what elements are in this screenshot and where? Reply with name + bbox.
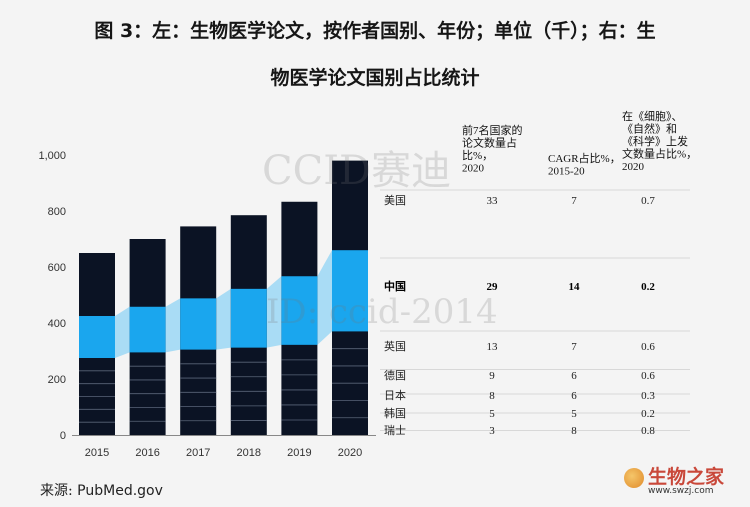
bars (79, 160, 368, 435)
x-tick-label: 2015 (85, 447, 109, 459)
chart-title-line-2: 物医学论文国别占比统计 (270, 67, 480, 89)
table-country-1: 中国 (384, 279, 406, 293)
table-cell-0-2: 0.7 (641, 195, 655, 207)
bar-highlight-2018 (230, 288, 267, 348)
source-label: 来源: (40, 483, 73, 499)
source-note: 来源: PubMed.gov (40, 480, 163, 500)
x-axis: 2015 2016 2017 2018 2019 2020 (72, 435, 376, 459)
table-cell-6-2: 0.8 (641, 425, 655, 437)
highlight-band (115, 250, 332, 358)
logo-mark-icon (624, 468, 644, 488)
table-cell-5-0: 5 (489, 408, 495, 420)
table-cell-6-0: 3 (489, 425, 495, 437)
highlight-band-segment (216, 288, 231, 350)
table-cell-3-1: 6 (571, 370, 577, 382)
table-country-3: 德国 (384, 368, 406, 382)
table-cell-5-1: 5 (571, 408, 577, 420)
highlight-band-segment (165, 298, 181, 353)
table-cell-3-2: 0.6 (641, 370, 655, 382)
bar-highlight-2020 (332, 250, 368, 332)
table-cell-0-1: 7 (571, 195, 577, 207)
table-cell-2-1: 7 (571, 341, 577, 353)
table-header-3: 在《细胞》、《自然》和《科学》上发文数量占比%， 2020 (622, 110, 697, 173)
table-cell-2-0: 13 (487, 341, 499, 353)
x-tick-label: 2020 (338, 447, 362, 459)
y-axis: 0 200 400 600 800 1,000 (38, 150, 66, 442)
table-cell-6-1: 8 (571, 425, 577, 437)
table-cell-3-0: 9 (489, 370, 495, 382)
bar-highlight-2019 (281, 276, 318, 345)
bar-highlight-2016 (129, 306, 166, 353)
bar-highlight-2015 (79, 316, 115, 358)
chart-title-line-1: 图 3：左：生物医学论文，按作者国别、年份；单位（千）；右：生 (94, 20, 656, 42)
x-tick-label: 2018 (237, 447, 261, 459)
y-tick-label: 1,000 (38, 150, 66, 162)
bar-highlight-2017 (180, 298, 217, 350)
table-header-1: 前7名国家的论文数量占比%， 2020 (462, 123, 523, 175)
source-value: PubMed.gov (77, 483, 163, 499)
table-country-4: 日本 (384, 388, 406, 402)
x-tick-label: 2017 (186, 447, 210, 459)
x-tick-label: 2016 (135, 447, 159, 459)
highlight-band-segment (317, 250, 332, 345)
table-country-5: 韩国 (384, 406, 406, 420)
table-header-2: CAGR占比%， 2015-20 (548, 151, 621, 178)
y-tick-label: 0 (60, 430, 66, 442)
table-cell-4-1: 6 (571, 390, 577, 402)
logo-url: www.swzj.com (648, 486, 714, 496)
y-tick-label: 400 (48, 318, 66, 330)
table-cell-1-1: 14 (569, 281, 581, 293)
site-logo: 生物之家 www.swzj.com (624, 462, 744, 502)
table-cell-1-0: 29 (487, 281, 499, 293)
table-cell-0-0: 33 (487, 195, 499, 207)
table-cell-2-2: 0.6 (641, 341, 655, 353)
country-table: 前7名国家的论文数量占比%， 2020 CAGR占比%， 2015-20在《细胞》、《… (380, 110, 697, 437)
logo-name: 生物之家 (648, 466, 725, 488)
table-cell-1-2: 0.2 (641, 281, 655, 293)
x-tick-label: 2019 (287, 447, 311, 459)
highlight-band-segment (266, 276, 282, 348)
table-cell-5-2: 0.2 (641, 408, 655, 420)
table-cell-4-0: 8 (489, 390, 495, 402)
table-cell-4-2: 0.3 (641, 390, 655, 402)
table-country-0: 美国 (384, 194, 406, 207)
y-tick-label: 600 (48, 262, 66, 274)
table-country-2: 英国 (384, 339, 406, 353)
y-tick-label: 200 (48, 374, 66, 386)
highlight-band-segment (115, 306, 130, 358)
table-country-6: 瑞士 (384, 423, 406, 437)
y-tick-label: 800 (48, 206, 66, 218)
